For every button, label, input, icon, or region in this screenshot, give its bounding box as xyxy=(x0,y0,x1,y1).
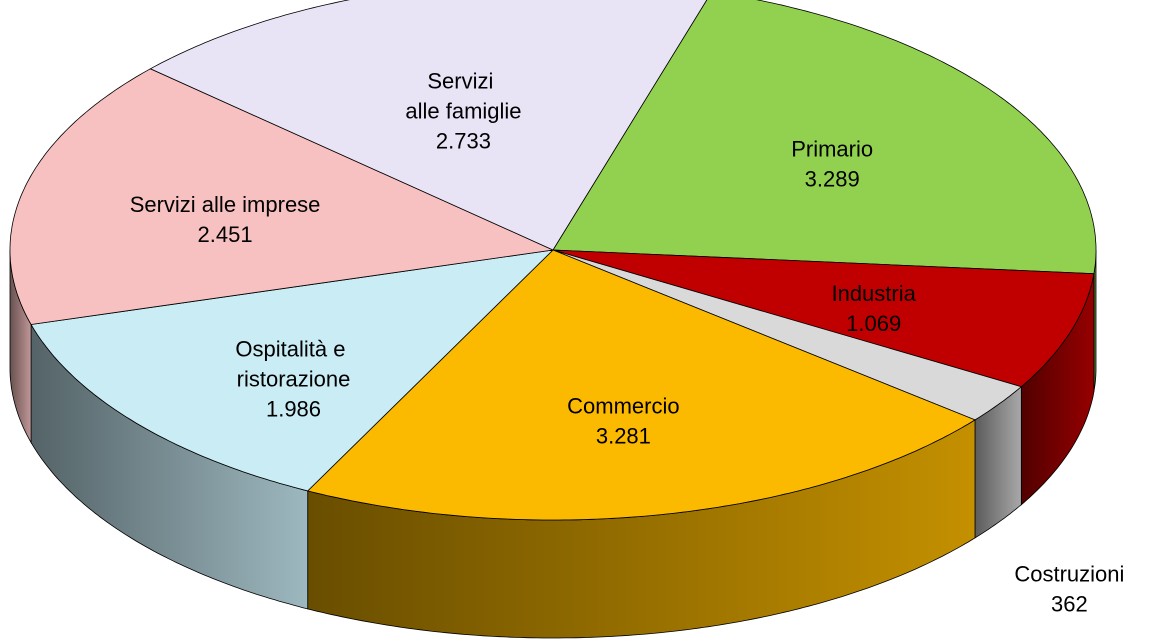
slice-category-label: Commercio xyxy=(567,394,679,419)
slice-value-label: 2.451 xyxy=(198,222,253,247)
slice xyxy=(9,68,555,325)
pie-tops xyxy=(9,0,1097,521)
slice-category-label: Primario xyxy=(791,136,873,161)
slice-value-label: 3.289 xyxy=(805,166,860,191)
slice xyxy=(552,0,1097,275)
slice xyxy=(149,0,708,251)
slice xyxy=(30,249,555,492)
slice xyxy=(552,249,1095,388)
slice-category-label: Servizi alle imprese xyxy=(130,192,321,217)
slice-labels: Primario 3.289 Industria 1.069 Costruzioni 36… xyxy=(130,69,1125,617)
slice-category-label: Industria xyxy=(831,281,916,306)
slice-value-label: 3.281 xyxy=(596,424,651,449)
slice-value-label: 2.733 xyxy=(436,129,491,154)
slice xyxy=(552,249,1023,421)
slice-category-label: Costruzioni xyxy=(1014,562,1124,587)
slice-value-label: 1.069 xyxy=(846,311,901,336)
slice xyxy=(306,249,976,521)
slice-value-label: 362 xyxy=(1051,592,1088,617)
slice-category-label: Ospitalità e ristorazione xyxy=(235,337,351,392)
slice-value-label: 1.986 xyxy=(266,397,321,422)
slice-category-label: Servizi alle famiglie xyxy=(405,69,521,124)
